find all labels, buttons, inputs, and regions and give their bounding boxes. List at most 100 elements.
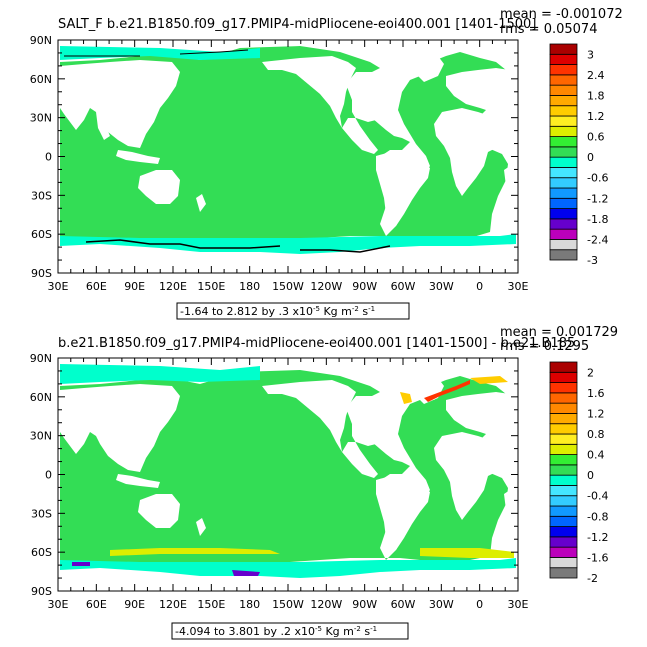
colorbar-swatch — [549, 177, 578, 189]
colorbar-swatch — [549, 454, 578, 466]
x-tick-label: 90E — [124, 598, 145, 611]
land-south-america — [376, 476, 430, 552]
y-tick-label: 90N — [30, 34, 52, 47]
colorbar-label: 0.6 — [587, 131, 605, 144]
panel-bottom-colorbar: 2 1.6 1.2 0.8 0.4 0 -0.4 -0.8 -1.2 -1.6 -2 — [549, 361, 608, 585]
panel-bottom-range-text: -4.094 to 3.801 by .2 x10-5 Kg m-2 s-1 — [175, 625, 377, 638]
land-north-america — [262, 380, 396, 478]
y-tick-label: 60N — [30, 73, 52, 86]
anomaly-yellow-north-atlantic — [400, 376, 508, 404]
colorbar-swatch — [549, 105, 578, 117]
colorbar-swatch — [549, 208, 578, 220]
land-australia — [138, 494, 180, 528]
land-africa — [434, 432, 500, 520]
y-tick-label: 30S — [31, 189, 52, 202]
colorbar-swatch — [549, 464, 578, 476]
colorbar-swatch — [549, 443, 578, 455]
panel-bottom-rms: rms = 0.1295 — [500, 339, 589, 354]
y-tick-label: 30N — [30, 112, 52, 125]
colorbar-label: 1.6 — [587, 387, 605, 400]
y-tick-label: 90S — [31, 585, 52, 598]
panel-bottom: b.e21.B1850.f09_g17.PMIP4-midPliocene-eo… — [30, 325, 618, 640]
panel-bottom-y-labels: 90N 60N 30N 0 30S 60S 90S — [30, 352, 52, 598]
panel-bottom-ticks — [57, 357, 519, 592]
panel-top-y-labels: 90N 60N 30N 0 30S 60S 90S — [30, 34, 52, 280]
colorbar-swatch — [549, 64, 578, 76]
colorbar-swatch — [549, 557, 578, 569]
colorbar-swatch — [549, 567, 578, 579]
colorbar-swatch — [549, 433, 578, 445]
land-indonesia — [116, 474, 160, 488]
x-tick-label: 120W — [310, 598, 342, 611]
land-europe — [446, 68, 518, 112]
x-tick-label: 150W — [272, 280, 304, 293]
x-tick-label: 0 — [476, 598, 483, 611]
x-tick-label: 30W — [429, 280, 454, 293]
anomaly-red-north-atlantic — [424, 380, 470, 402]
colorbar-label: -1.2 — [587, 192, 608, 205]
colorbar-label: -0.4 — [587, 490, 608, 503]
panel-top-mean: mean = -0.001072 — [500, 7, 623, 22]
panel-top-map — [57, 39, 519, 274]
colorbar-label: 1.2 — [587, 110, 605, 123]
colorbar-label: -0.8 — [587, 510, 608, 523]
colorbar-swatch — [549, 136, 578, 148]
land-asia — [60, 384, 180, 472]
colorbar-label: 0 — [587, 469, 594, 482]
colorbar-swatch — [549, 536, 578, 548]
colorbar-swatch — [549, 526, 578, 538]
colorbar-swatch — [549, 382, 578, 394]
y-tick-label: 30N — [30, 430, 52, 443]
x-tick-label: 30E — [508, 280, 529, 293]
range-box-frame — [176, 302, 410, 320]
colorbar-label: 2.4 — [587, 69, 605, 82]
colorbar-swatch — [549, 218, 578, 230]
x-tick-label: 30E — [48, 280, 69, 293]
antarctic-contour — [85, 239, 391, 253]
panel-bottom-title: b.e21.B1850.f09_g17.PMIP4-midPliocene-eo… — [58, 336, 575, 351]
x-tick-label: 120E — [159, 598, 187, 611]
y-tick-label: 0 — [45, 469, 52, 482]
land-nz — [196, 518, 206, 536]
colorbar-swatch — [549, 115, 578, 127]
land-greenland — [412, 56, 444, 82]
colorbar-swatch — [549, 249, 578, 261]
land-africa — [434, 108, 500, 196]
x-tick-label: 30W — [429, 598, 454, 611]
panel-bottom-mean: mean = 0.001729 — [500, 325, 618, 340]
land-north-america — [262, 56, 396, 154]
colorbar-swatch — [549, 187, 578, 199]
y-tick-label: 30S — [31, 507, 52, 520]
land-antarctica — [58, 244, 518, 273]
anomaly-yellow-south — [110, 548, 280, 556]
colorbar-swatch — [549, 485, 578, 497]
land-australia — [138, 170, 180, 204]
panel-bottom-map — [57, 357, 519, 592]
x-tick-label: 30E — [508, 598, 529, 611]
land-asia — [60, 60, 180, 148]
anomaly-yellow-atlantic — [420, 548, 514, 558]
colorbar-swatch — [549, 474, 578, 486]
x-tick-label: 60E — [86, 598, 107, 611]
x-tick-label: 180 — [239, 280, 260, 293]
land-europe — [446, 392, 518, 436]
x-tick-label: 90E — [124, 280, 145, 293]
colorbar-swatch — [549, 53, 578, 65]
x-tick-label: 150E — [197, 280, 225, 293]
colorbar-label: -3 — [587, 254, 598, 267]
x-tick-label: 60E — [86, 280, 107, 293]
colorbar-swatch — [549, 371, 578, 383]
colorbar-label: -2 — [587, 572, 598, 585]
southern-band — [60, 234, 516, 254]
colorbar-swatch — [549, 95, 578, 107]
panel-top-x-labels: 30E 60E 90E 120E 150E 180 150W 120W 90W 60W 30W 0 30… — [48, 280, 529, 293]
panel-top-ticks — [57, 39, 519, 274]
x-tick-label: 90W — [352, 280, 377, 293]
southern-band — [60, 558, 516, 578]
colorbar-swatch — [549, 43, 578, 55]
colorbar-label: 2 — [587, 366, 594, 379]
panel-top-range-box: -1.64 to 2.812 by .3 x10-5 Kg m-2 s-1 — [176, 302, 410, 320]
colorbar-label: -2.4 — [587, 233, 608, 246]
panel-top-range-text: -1.64 to 2.812 by .3 x10-5 Kg m-2 s-1 — [180, 305, 375, 318]
